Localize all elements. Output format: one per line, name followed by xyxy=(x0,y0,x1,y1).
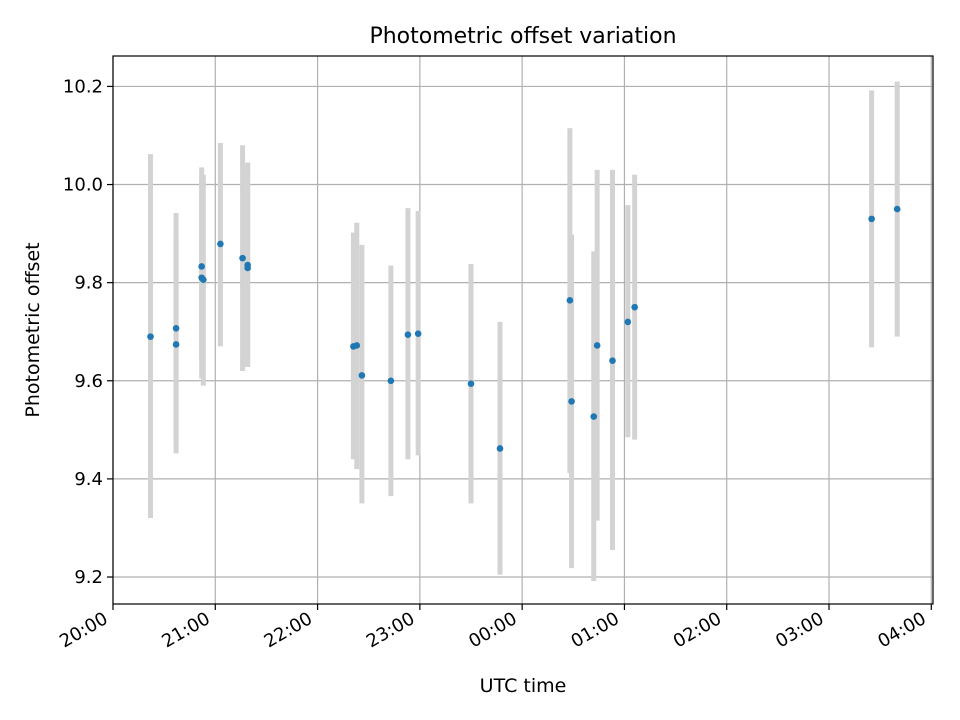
data-point xyxy=(496,445,504,452)
chart-title: Photometric offset variation xyxy=(369,24,676,49)
data-point xyxy=(353,342,361,349)
data-points xyxy=(147,205,901,452)
data-point xyxy=(244,264,251,272)
y-tick-label: 9.8 xyxy=(74,273,103,294)
y-axis-ticks: 9.2 9.4 9.6 9.8 10.0 10.2 xyxy=(63,76,113,588)
data-point xyxy=(593,342,601,349)
grid-lines xyxy=(112,56,933,604)
data-point xyxy=(404,331,412,338)
data-point xyxy=(200,276,207,284)
data-point xyxy=(624,318,632,326)
data-point xyxy=(893,205,901,213)
y-tick-label: 9.4 xyxy=(74,469,103,490)
y-tick-label: 9.6 xyxy=(74,371,103,392)
data-point xyxy=(387,377,395,385)
data-point xyxy=(414,330,422,337)
y-tick-label: 10.2 xyxy=(63,76,103,97)
data-point xyxy=(358,372,366,379)
plot-area xyxy=(113,56,933,604)
data-point xyxy=(868,215,875,223)
x-axis-label: UTC time xyxy=(480,675,567,697)
data-point xyxy=(467,380,475,388)
data-point xyxy=(147,333,154,340)
y-tick-label: 10.0 xyxy=(63,175,103,196)
data-point xyxy=(566,297,574,304)
data-point xyxy=(631,303,638,311)
data-point xyxy=(590,413,598,420)
data-point xyxy=(568,398,575,405)
y-axis-label: Photometric offset xyxy=(22,242,44,417)
data-point xyxy=(609,357,616,364)
data-point xyxy=(217,240,224,248)
data-point xyxy=(172,341,180,348)
y-tick-label: 9.2 xyxy=(74,567,103,588)
data-point xyxy=(239,254,246,262)
data-point xyxy=(172,324,180,332)
plot-frame xyxy=(112,55,934,605)
data-point xyxy=(198,263,205,270)
